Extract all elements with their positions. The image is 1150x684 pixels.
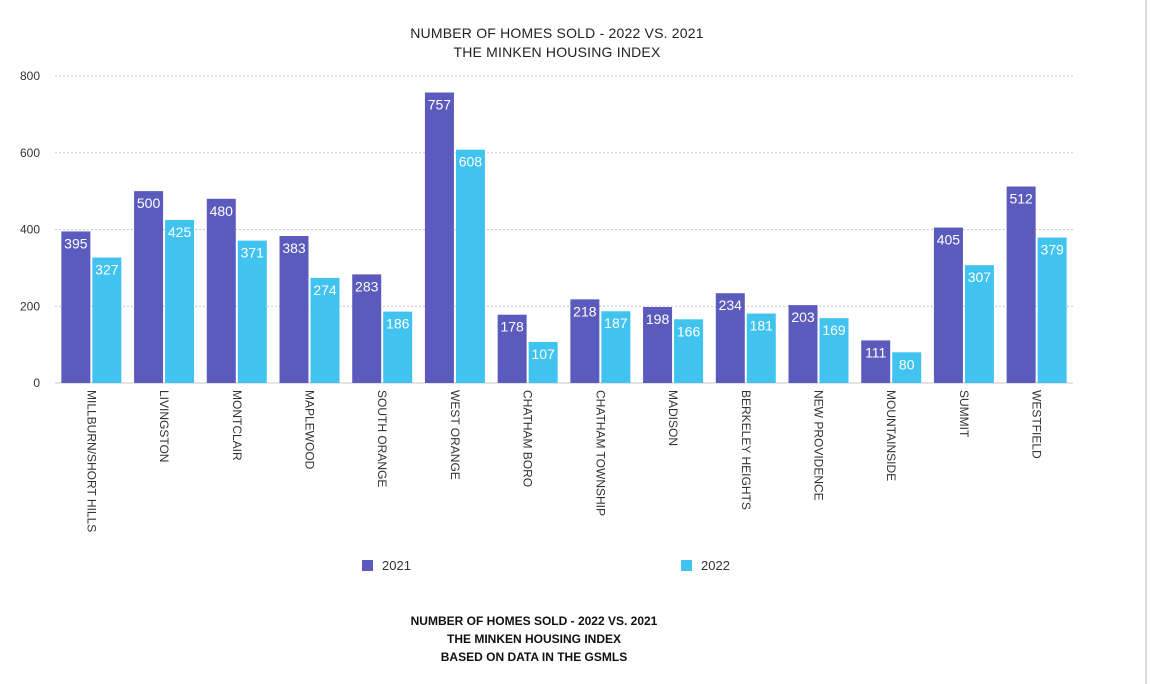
data-label-2022: 371	[241, 245, 265, 261]
data-label-2021: 218	[573, 303, 597, 319]
data-label-2021: 405	[937, 232, 961, 248]
data-label-2022: 307	[968, 269, 992, 285]
bar-2022	[528, 341, 558, 383]
data-label-2021: 283	[355, 278, 379, 294]
bar-2021	[861, 340, 891, 383]
x-category-label: WEST ORANGE	[448, 390, 462, 480]
data-label-2022: 187	[604, 315, 628, 331]
data-label-2021: 500	[137, 195, 161, 211]
data-label-2022: 169	[822, 322, 846, 338]
data-label-2021: 383	[282, 240, 306, 256]
x-category-label: BERKELEY HEIGHTS	[739, 390, 753, 510]
chart-title: NUMBER OF HOMES SOLD - 2022 VS. 2021 THE…	[410, 25, 704, 60]
data-label-2021: 512	[1009, 191, 1033, 207]
legend-swatch	[681, 560, 692, 571]
x-category-label: MADISON	[666, 390, 680, 446]
bar-2022	[92, 257, 122, 383]
data-label-2022: 166	[677, 323, 701, 339]
y-tick-label: 0	[33, 376, 40, 390]
x-axis: MILLBURN/SHORT HILLS LIVINGSTON MONTCLAIR M…	[84, 390, 1043, 532]
legend: 2021 2022	[362, 558, 730, 573]
data-label-2021: 198	[646, 311, 670, 327]
bar-2021	[61, 231, 91, 383]
y-tick-label: 200	[20, 299, 40, 313]
data-label-2022: 379	[1040, 242, 1064, 258]
legend-label: 2022	[701, 558, 730, 573]
bar-2022	[1037, 237, 1067, 383]
bar-2021	[643, 307, 673, 383]
data-label-2022: 80	[899, 356, 915, 372]
bar-2021	[134, 191, 164, 383]
x-category-label: MOUNTAINSIDE	[884, 390, 898, 481]
y-axis: 0 200 400 600 800	[20, 69, 40, 390]
caption-line-1: NUMBER OF HOMES SOLD - 2022 VS. 2021	[410, 614, 658, 628]
bar-2022	[310, 277, 340, 383]
bar-2022	[674, 319, 704, 383]
data-label-2022: 274	[313, 282, 337, 298]
data-label-2021: 111	[865, 344, 886, 360]
legend-swatch	[362, 560, 373, 571]
bar-2021	[424, 92, 454, 383]
y-tick-label: 600	[20, 146, 40, 160]
x-category-label: LIVINGSTON	[157, 390, 171, 462]
x-category-label: CHATHAM TOWNSHIP	[593, 390, 607, 516]
data-label-2021: 203	[791, 309, 815, 325]
legend-item-2021: 2021	[362, 558, 411, 573]
bar-2021	[352, 274, 382, 383]
bar-2022	[165, 219, 195, 383]
x-category-label: SUMMIT	[957, 390, 971, 438]
bar-2022	[892, 352, 922, 383]
data-label-2022: 608	[459, 154, 483, 170]
bar-2022	[964, 265, 994, 383]
data-label-2021: 234	[719, 297, 743, 313]
x-category-label: MONTCLAIR	[230, 390, 244, 461]
x-category-label: NEW PROVIDENCE	[812, 390, 826, 501]
bar-2021	[1006, 186, 1036, 383]
x-category-label: CHATHAM BORO	[521, 390, 535, 487]
data-label-2022: 186	[386, 316, 410, 332]
bar-2022	[746, 313, 776, 383]
caption-line-2: THE MINKEN HOUSING INDEX	[446, 632, 621, 646]
data-label-2022: 425	[168, 224, 192, 240]
caption-line-3: BASED ON DATA IN THE GSMLS	[440, 650, 628, 664]
bar-2022	[601, 311, 631, 383]
x-category-label: MAPLEWOOD	[303, 390, 317, 470]
bar-2021	[715, 293, 745, 383]
legend-item-2022: 2022	[681, 558, 730, 573]
data-label-2021: 178	[500, 319, 524, 335]
bar-2021	[206, 198, 236, 383]
bar-2022	[237, 240, 267, 383]
x-category-label: WESTFIELD	[1030, 390, 1044, 459]
chart-title-line-2: THE MINKEN HOUSING INDEX	[453, 44, 661, 60]
y-tick-label: 800	[20, 69, 40, 83]
data-label-2021: 757	[428, 97, 452, 113]
legend-label: 2021	[382, 558, 411, 573]
data-label-2022: 327	[95, 262, 119, 278]
bar-2021	[788, 305, 818, 383]
bars: 395 327 500 425 480 371 383 274 283 186 757 608 178 1…	[61, 92, 1067, 383]
bar-2022	[383, 311, 413, 383]
bar-2021	[933, 227, 963, 383]
bar-2021	[497, 314, 527, 383]
data-label-2021: 395	[64, 235, 88, 251]
data-label-2022: 107	[531, 346, 555, 362]
bar-2021	[279, 236, 309, 383]
y-tick-label: 400	[20, 223, 40, 237]
bar-chart: NUMBER OF HOMES SOLD - 2022 VS. 2021 THE…	[20, 25, 1073, 573]
chart-caption: NUMBER OF HOMES SOLD - 2022 VS. 2021 THE…	[0, 612, 1068, 666]
data-label-2022: 181	[750, 318, 774, 334]
x-category-label: MILLBURN/SHORT HILLS	[84, 390, 98, 532]
data-label-2021: 480	[210, 203, 234, 219]
chart-title-line-1: NUMBER OF HOMES SOLD - 2022 VS. 2021	[410, 25, 704, 41]
bar-2021	[570, 299, 600, 383]
x-category-label: SOUTH ORANGE	[375, 390, 389, 487]
bar-2022	[455, 149, 485, 383]
bar-2022	[819, 318, 849, 383]
